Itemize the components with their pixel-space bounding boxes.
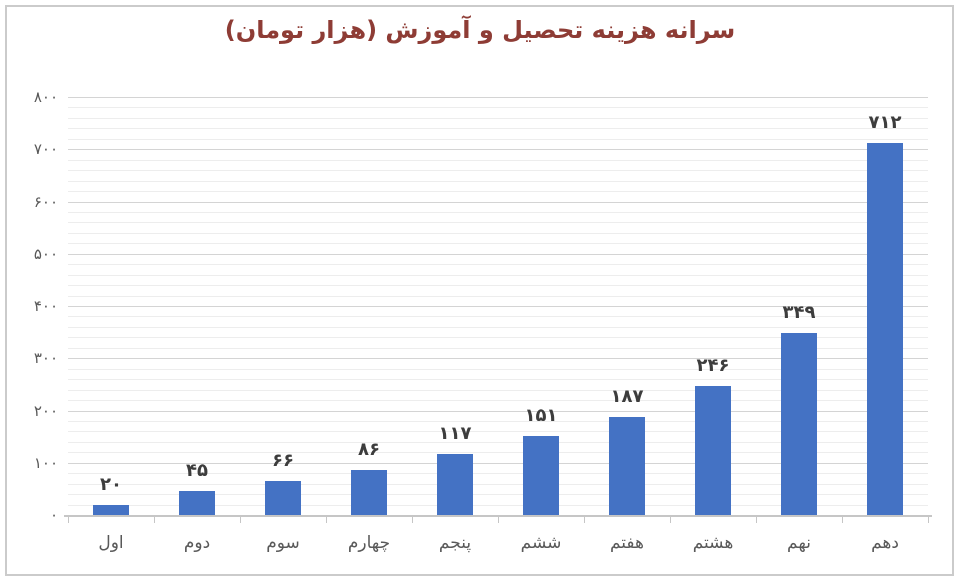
y-gridline-minor — [68, 211, 928, 213]
x-axis-tick — [68, 515, 69, 523]
y-axis-tick-label: ۰ — [49, 506, 58, 524]
bar-value-label: ۸۶ — [358, 439, 380, 461]
y-gridline-minor — [68, 316, 928, 318]
y-gridline-minor — [68, 441, 928, 443]
y-gridline-major — [68, 410, 928, 412]
y-axis-tick-label: ۲۰۰ — [33, 401, 58, 420]
x-axis-category-label: سوم — [266, 533, 300, 553]
y-gridline-major — [68, 149, 928, 151]
x-axis-tick — [756, 515, 757, 523]
x-axis-category-label: ششم — [520, 533, 562, 553]
bar-value-label: ۳۴۹ — [782, 301, 816, 323]
x-axis-category-label: اول — [98, 533, 124, 553]
y-gridline-major — [68, 306, 928, 307]
y-gridline-minor — [68, 389, 928, 391]
bar-value-label: ۶۶ — [272, 449, 294, 471]
y-gridline-major — [68, 201, 928, 203]
x-axis-line — [64, 515, 932, 517]
y-gridline-major — [68, 97, 928, 98]
y-gridline-minor — [68, 295, 928, 297]
y-axis-tick-label: ۳۰۰ — [33, 349, 58, 368]
bar-value-label: ۲۰ — [100, 473, 122, 495]
y-gridline-major — [68, 358, 928, 360]
x-axis-tick — [498, 515, 499, 523]
y-gridline-minor — [68, 420, 928, 422]
y-gridline-minor — [68, 243, 928, 245]
y-gridline-minor — [68, 117, 928, 119]
y-gridline-minor — [68, 232, 928, 234]
y-gridline-minor — [68, 222, 928, 224]
y-axis-tick-label: ۶۰۰ — [33, 192, 58, 211]
y-gridline-major — [68, 253, 928, 255]
bar — [781, 332, 817, 515]
x-axis-tick — [584, 515, 585, 523]
x-axis-category-label: دوم — [183, 533, 211, 553]
y-gridline-minor — [68, 326, 928, 328]
y-axis-tick-label: ۷۰۰ — [33, 140, 58, 159]
bar — [351, 470, 387, 515]
x-axis-tick — [842, 515, 843, 523]
y-gridline-minor — [68, 180, 928, 182]
bar — [437, 453, 473, 515]
x-axis-tick — [326, 515, 327, 523]
y-gridline-minor — [68, 191, 928, 193]
x-axis-tick — [240, 515, 241, 523]
bar-value-label: ۱۱۷ — [438, 422, 472, 444]
y-gridline-minor — [68, 347, 928, 349]
y-axis-tick-label: ۴۰۰ — [33, 297, 58, 315]
x-axis-tick — [670, 515, 671, 523]
y-gridline-minor — [68, 452, 928, 454]
y-gridline-minor — [68, 368, 928, 370]
y-axis-tick-label: ۵۰۰ — [33, 244, 58, 263]
y-gridline-minor — [68, 264, 928, 266]
bar — [265, 480, 301, 515]
y-gridline-minor — [68, 138, 928, 140]
y-axis-tick-label: ۱۰۰ — [33, 453, 58, 472]
bar-value-label: ۲۴۶ — [696, 355, 730, 377]
y-gridline-minor — [68, 400, 928, 402]
x-axis-category-label: دهم — [871, 533, 899, 553]
y-gridline-minor — [68, 285, 928, 287]
y-gridline-minor — [68, 379, 928, 381]
y-gridline-minor — [68, 431, 928, 433]
y-gridline-major — [68, 462, 928, 464]
y-gridline-minor — [68, 274, 928, 276]
y-gridline-minor — [68, 170, 928, 172]
y-axis-tick-label: ۸۰۰ — [33, 88, 58, 106]
y-gridline-minor — [68, 483, 928, 485]
x-axis-tick — [412, 515, 413, 523]
x-axis-category-label: نهم — [787, 533, 811, 553]
x-axis-category-label: پنجم — [438, 533, 472, 553]
x-axis-category-label: چهارم — [347, 533, 391, 553]
bar-value-label: ۷۱۲ — [868, 111, 902, 133]
chart-title: سرانه هزینه تحصیل و آموزش (هزار تومان) — [224, 16, 736, 44]
bar — [179, 491, 215, 515]
x-axis-category-label: هفتم — [609, 533, 644, 553]
y-gridline-minor — [68, 128, 928, 130]
bar-value-label: ۴۵ — [186, 460, 208, 482]
y-gridline-minor — [68, 504, 928, 506]
bar — [609, 417, 645, 515]
bar-value-label: ۱۵۱ — [524, 405, 558, 427]
x-axis-tick — [154, 515, 155, 523]
bar — [93, 504, 129, 515]
y-gridline-minor — [68, 494, 928, 496]
x-axis-category-label: هشتم — [692, 533, 734, 553]
bar — [523, 436, 559, 515]
y-gridline-minor — [68, 159, 928, 161]
bar — [867, 142, 903, 515]
y-gridline-minor — [68, 107, 928, 109]
x-axis-tick — [928, 515, 929, 523]
y-gridline-minor — [68, 473, 928, 475]
bar — [695, 386, 731, 515]
y-gridline-minor — [68, 337, 928, 339]
bar-value-label: ۱۸۷ — [610, 386, 644, 408]
